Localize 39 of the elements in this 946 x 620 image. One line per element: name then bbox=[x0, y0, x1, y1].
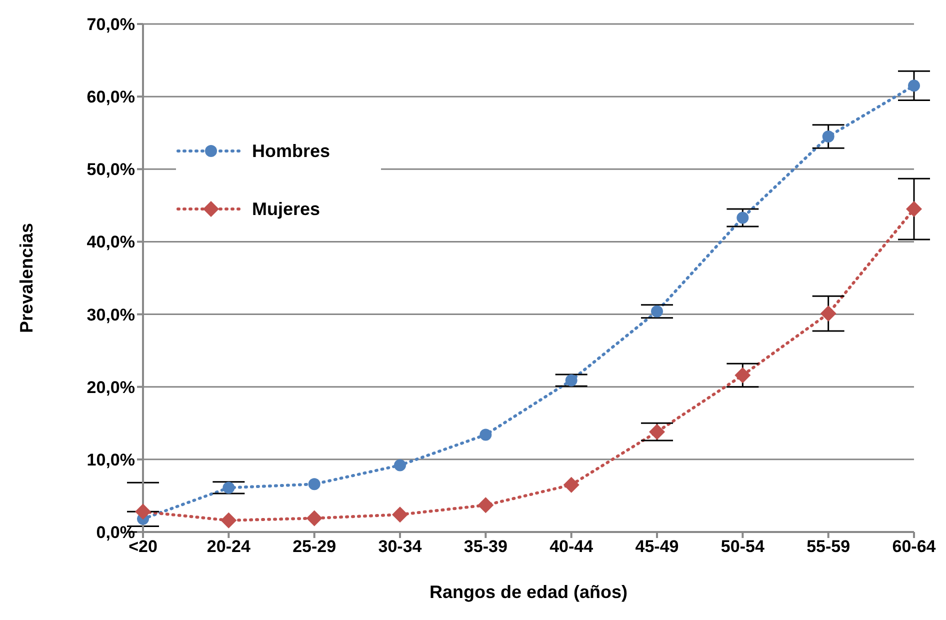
legend-label: Mujeres bbox=[252, 198, 320, 220]
point bbox=[563, 476, 580, 493]
x-tick-label: 20-24 bbox=[206, 537, 251, 556]
y-tick-label: 70,0% bbox=[86, 15, 135, 34]
point bbox=[906, 201, 922, 218]
x-tick-label: 55-59 bbox=[806, 537, 850, 556]
x-tick-label: 60-64 bbox=[892, 537, 936, 556]
legend-label: Hombres bbox=[252, 140, 330, 162]
point bbox=[480, 428, 492, 441]
point bbox=[220, 512, 237, 528]
point bbox=[392, 506, 408, 523]
y-tick-label: 10,0% bbox=[86, 450, 135, 470]
point bbox=[651, 305, 663, 318]
y-tick-label: 30,0% bbox=[86, 305, 135, 324]
point bbox=[394, 459, 406, 472]
point bbox=[734, 367, 751, 384]
x-tick-label: 30-34 bbox=[378, 537, 422, 556]
point bbox=[908, 80, 920, 92]
point bbox=[565, 374, 578, 386]
x-tick-label: 45-49 bbox=[635, 537, 679, 556]
point bbox=[306, 510, 322, 526]
point bbox=[478, 497, 494, 514]
y-axis-title: Prevalencias bbox=[16, 222, 36, 334]
point bbox=[820, 306, 836, 322]
point bbox=[222, 482, 235, 494]
y-tick-label: 60,0% bbox=[86, 88, 135, 107]
x-tick-label: 25-29 bbox=[292, 537, 336, 556]
y-tick-label: 50,0% bbox=[86, 160, 135, 180]
y-tick-label: 20,0% bbox=[86, 378, 135, 397]
point bbox=[822, 130, 834, 142]
x-tick-label: 35-39 bbox=[464, 537, 508, 556]
point bbox=[736, 212, 749, 224]
x-axis-title: Rangos de edad (años) bbox=[429, 582, 628, 602]
point bbox=[649, 424, 665, 440]
x-tick-label: 40-44 bbox=[550, 537, 594, 556]
y-tick-label: 40,0% bbox=[86, 232, 135, 252]
x-tick-label: 50-54 bbox=[720, 537, 765, 556]
point bbox=[135, 504, 151, 520]
point bbox=[308, 478, 320, 490]
